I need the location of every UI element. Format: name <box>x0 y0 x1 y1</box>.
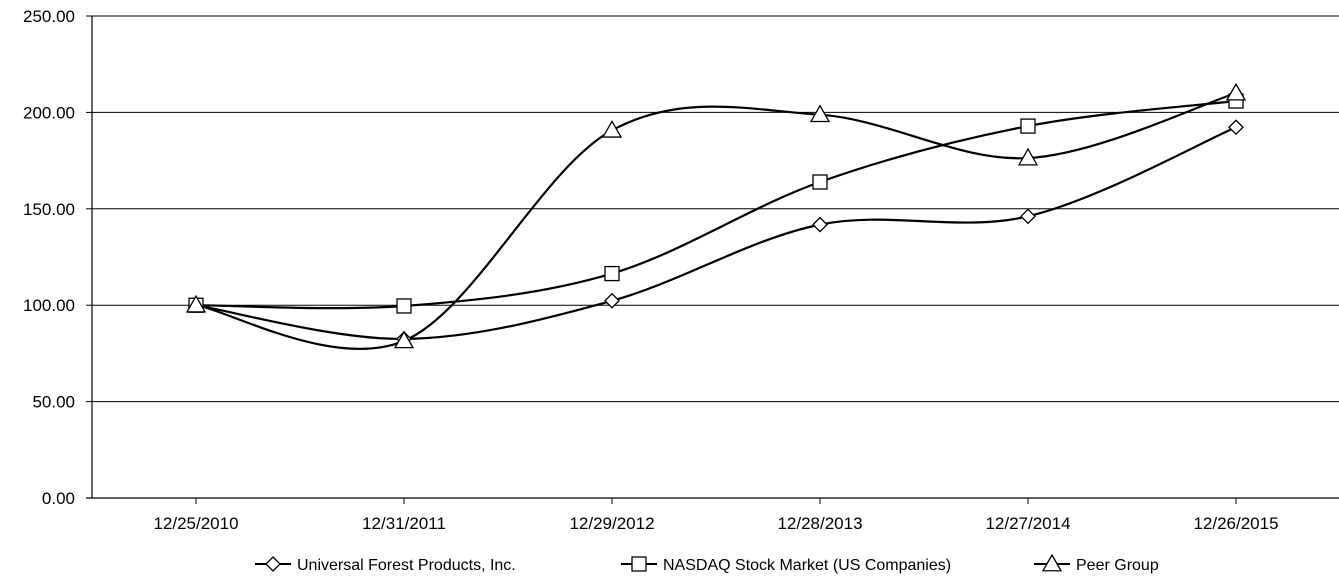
data-point-triangle <box>1225 82 1247 101</box>
series-line-triangle <box>195 92 1237 351</box>
legend-label: Universal Forest Products, Inc. <box>297 557 516 574</box>
y-tick-label: 150.00 <box>23 200 75 219</box>
y-tick-label: 100.00 <box>23 296 75 315</box>
series-line-diamond <box>195 126 1237 341</box>
gridlines <box>92 15 1339 403</box>
legend-marker-triangle-icon <box>1041 553 1063 572</box>
series-lines <box>195 92 1237 351</box>
data-point-triangle <box>1017 147 1039 166</box>
y-tick-label: 50.00 <box>32 393 75 412</box>
x-tick-label: 12/25/2010 <box>153 514 238 533</box>
series-markers <box>185 82 1247 349</box>
x-tick-label: 12/28/2013 <box>777 514 862 533</box>
data-point-triangle <box>185 294 207 313</box>
y-tick-label: 200.00 <box>23 103 75 122</box>
legend-marker-square-icon <box>631 556 647 572</box>
x-tick-label: 12/27/2014 <box>985 514 1070 533</box>
legend-item-diamond: Universal Forest Products, Inc. <box>255 556 516 574</box>
data-point-triangle <box>601 120 623 138</box>
y-tick-label: 250.00 <box>23 7 75 26</box>
data-point-square <box>1020 118 1036 134</box>
data-point-diamond <box>604 292 620 309</box>
data-point-diamond <box>812 216 828 233</box>
legend-marker-diamond-icon <box>265 556 281 572</box>
series-line-square <box>195 99 1237 310</box>
legend-item-square: NASDAQ Stock Market (US Companies) <box>621 556 951 574</box>
data-point-triangle <box>809 104 831 123</box>
legend-item-triangle: Peer Group <box>1034 553 1159 574</box>
legend-label: NASDAQ Stock Market (US Companies) <box>663 557 951 574</box>
x-tick-label: 12/31/2011 <box>362 514 446 533</box>
x-tick-label: 12/29/2012 <box>569 514 654 533</box>
legend-label: Peer Group <box>1076 557 1159 574</box>
axes: 0.00 50.00 100.00 150.00 200.00 250.00 12/25/2… <box>23 7 1339 533</box>
legend: Universal Forest Products, Inc. NASDAQ St… <box>255 553 1159 574</box>
data-point-triangle <box>393 330 415 349</box>
data-point-square <box>604 265 620 282</box>
y-tick-label: 0.00 <box>42 489 75 508</box>
data-point-diamond <box>1020 208 1036 225</box>
data-point-square <box>396 298 412 314</box>
data-point-diamond <box>1228 119 1244 136</box>
data-point-square <box>812 174 828 190</box>
x-tick-label: 12/26/2015 <box>1193 514 1278 533</box>
